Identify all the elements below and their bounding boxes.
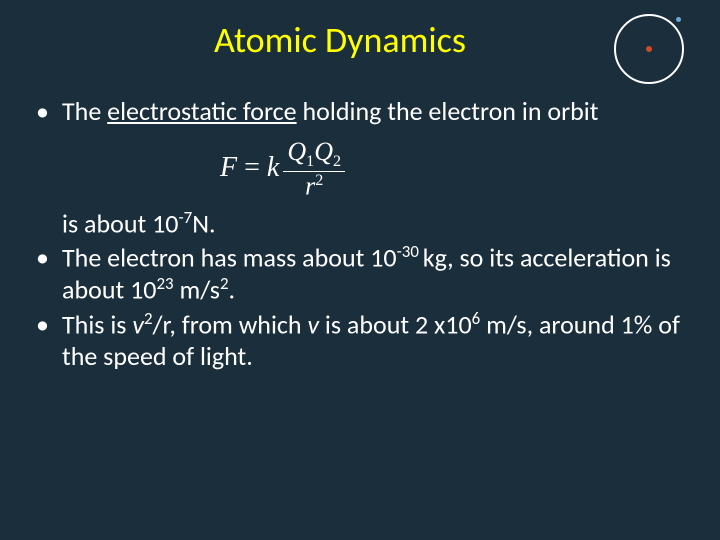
var-v: v bbox=[307, 309, 319, 341]
bullet-3: The electron has mass about 10-30 kg, so… bbox=[30, 242, 690, 307]
text: is about 10 bbox=[62, 207, 178, 239]
bullet-4: This is v2/r, from which v is about 2 x1… bbox=[30, 309, 690, 373]
var-Q: Q bbox=[314, 137, 333, 166]
slide: Atomic Dynamics The electrostatic force … bbox=[0, 0, 720, 540]
text: The electron has mass about 10 bbox=[62, 242, 397, 274]
sub-2: 2 bbox=[333, 153, 341, 170]
atom-diagram bbox=[614, 14, 684, 84]
var-r: r bbox=[305, 172, 315, 201]
underlined-term: electrostatic force bbox=[107, 95, 296, 127]
equals: = bbox=[237, 152, 267, 183]
exponent: -30 bbox=[397, 241, 423, 262]
sup-2: 2 bbox=[315, 172, 323, 189]
text: m/s bbox=[174, 274, 220, 306]
bullet-list: The electrostatic force holding the elec… bbox=[30, 96, 690, 373]
text: N. bbox=[192, 207, 215, 239]
denominator: r2 bbox=[283, 172, 345, 201]
text: holding the electron in orbit bbox=[297, 95, 599, 127]
var-k: k bbox=[267, 152, 279, 183]
exponent: -7 bbox=[178, 207, 192, 228]
var-F: F bbox=[220, 152, 237, 183]
var-v: v bbox=[132, 309, 144, 341]
sub-1: 1 bbox=[306, 153, 314, 170]
electron-dot bbox=[676, 17, 681, 22]
numerator: Q1Q2 bbox=[283, 138, 345, 172]
coulomb-formula: F = kQ1Q2r2 bbox=[220, 138, 345, 201]
text: This is bbox=[62, 309, 132, 341]
text: /r, from which bbox=[153, 309, 308, 341]
text: . bbox=[229, 274, 236, 306]
exponent: 23 bbox=[156, 273, 173, 294]
exponent: 2 bbox=[144, 308, 153, 329]
bullet-1: The electrostatic force holding the elec… bbox=[30, 96, 690, 206]
text: is about 2 x10 bbox=[319, 309, 472, 341]
nucleus-dot bbox=[646, 46, 652, 52]
exponent: 2 bbox=[220, 273, 229, 294]
var-Q: Q bbox=[287, 137, 306, 166]
text: The bbox=[62, 95, 107, 127]
slide-title: Atomic Dynamics bbox=[0, 18, 690, 62]
exponent: 6 bbox=[472, 308, 481, 329]
bullet-2: is about 10-7N. bbox=[30, 208, 690, 240]
fraction: Q1Q2r2 bbox=[283, 138, 345, 201]
formula-spacer bbox=[62, 128, 690, 206]
